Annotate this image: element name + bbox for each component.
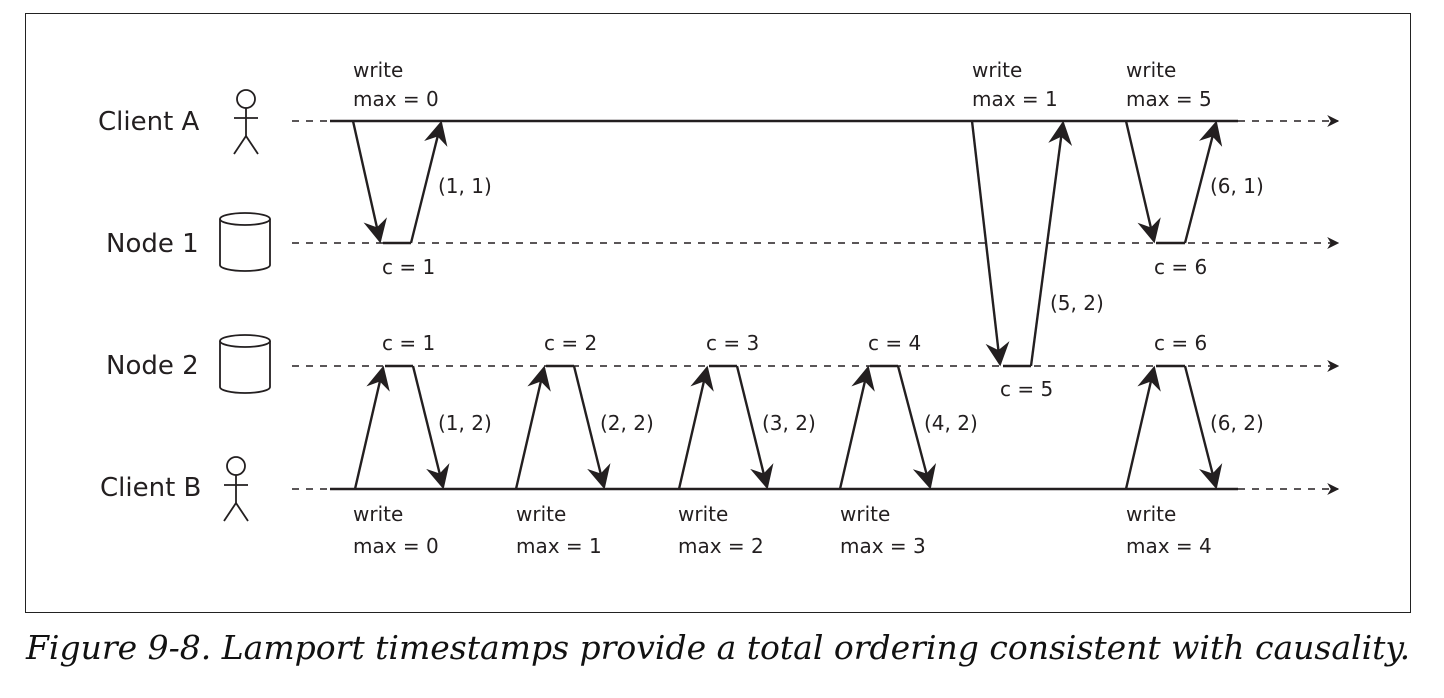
lane-label-node-2: Node 2 — [106, 351, 199, 381]
b3-op-label: write — [678, 502, 728, 526]
b4-max-label: max = 3 — [840, 534, 926, 558]
a1-node-counter: c = 1 — [382, 255, 435, 279]
arrow-b4-request — [838, 365, 875, 490]
b5-node-counter: c = 6 — [1154, 331, 1207, 355]
client-b-person-icon — [223, 456, 249, 522]
a1-max-label: max = 0 — [353, 87, 439, 111]
a3-response-timestamp: (6, 1) — [1210, 174, 1264, 198]
b4-node-counter: c = 4 — [868, 331, 921, 355]
node-1-database-icon — [219, 212, 271, 272]
b4-op-label: write — [840, 502, 890, 526]
arrow-a1-response — [409, 120, 448, 244]
client-a-person-icon — [233, 89, 259, 155]
arrow-b1-response — [411, 365, 450, 490]
arrow-b3-request — [677, 365, 714, 490]
node-2-database-icon — [219, 334, 271, 394]
b1-max-label: max = 0 — [353, 534, 439, 558]
b2-op-label: write — [516, 502, 566, 526]
a1-response-timestamp: (1, 1) — [438, 174, 492, 198]
lane-label-client-a: Client A — [98, 107, 200, 137]
b1-response-timestamp: (1, 2) — [438, 411, 492, 435]
figure-frame — [25, 13, 1411, 613]
lane-label-node-1: Node 1 — [106, 229, 199, 259]
b5-max-label: max = 4 — [1126, 534, 1212, 558]
b3-response-timestamp: (3, 2) — [762, 411, 816, 435]
arrow-a2-request — [970, 120, 1010, 367]
arrow-b2-request — [514, 365, 551, 490]
arrow-b3-response — [735, 365, 774, 490]
arrow-b4-response — [896, 365, 937, 490]
figure-caption: Figure 9-8. Lamport timestamps provide a… — [26, 628, 1411, 667]
b2-node-counter: c = 2 — [544, 331, 597, 355]
arrow-b1-request — [353, 365, 390, 490]
b5-op-label: write — [1126, 502, 1176, 526]
b2-response-timestamp: (2, 2) — [600, 411, 654, 435]
a3-op-label: write — [1126, 58, 1176, 82]
a3-node-counter: c = 6 — [1154, 255, 1207, 279]
b1-op-label: write — [353, 502, 403, 526]
arrow-b5-response — [1183, 365, 1223, 490]
b2-max-label: max = 1 — [516, 534, 602, 558]
a3-max-label: max = 5 — [1126, 87, 1212, 111]
arrow-a1-request — [351, 120, 387, 244]
b5-response-timestamp: (6, 2) — [1210, 411, 1264, 435]
b3-max-label: max = 2 — [678, 534, 764, 558]
arrow-a2-response — [1029, 120, 1073, 367]
arrow-b2-response — [572, 365, 611, 490]
b3-node-counter: c = 3 — [706, 331, 759, 355]
a2-node-counter: c = 5 — [1000, 377, 1053, 401]
lamport-diagram: Client A Node 1 Node 2 Client B — [98, 58, 1340, 558]
b1-node-counter: c = 1 — [382, 331, 435, 355]
arrow-b5-request — [1124, 365, 1161, 490]
a2-op-label: write — [972, 58, 1022, 82]
arrow-a3-response — [1183, 120, 1223, 244]
b4-response-timestamp: (4, 2) — [924, 411, 978, 435]
a2-max-label: max = 1 — [972, 87, 1058, 111]
arrow-a3-request — [1124, 120, 1161, 244]
lane-label-client-b: Client B — [100, 473, 201, 503]
a1-op-label: write — [353, 58, 403, 82]
a2-response-timestamp: (5, 2) — [1050, 291, 1104, 315]
